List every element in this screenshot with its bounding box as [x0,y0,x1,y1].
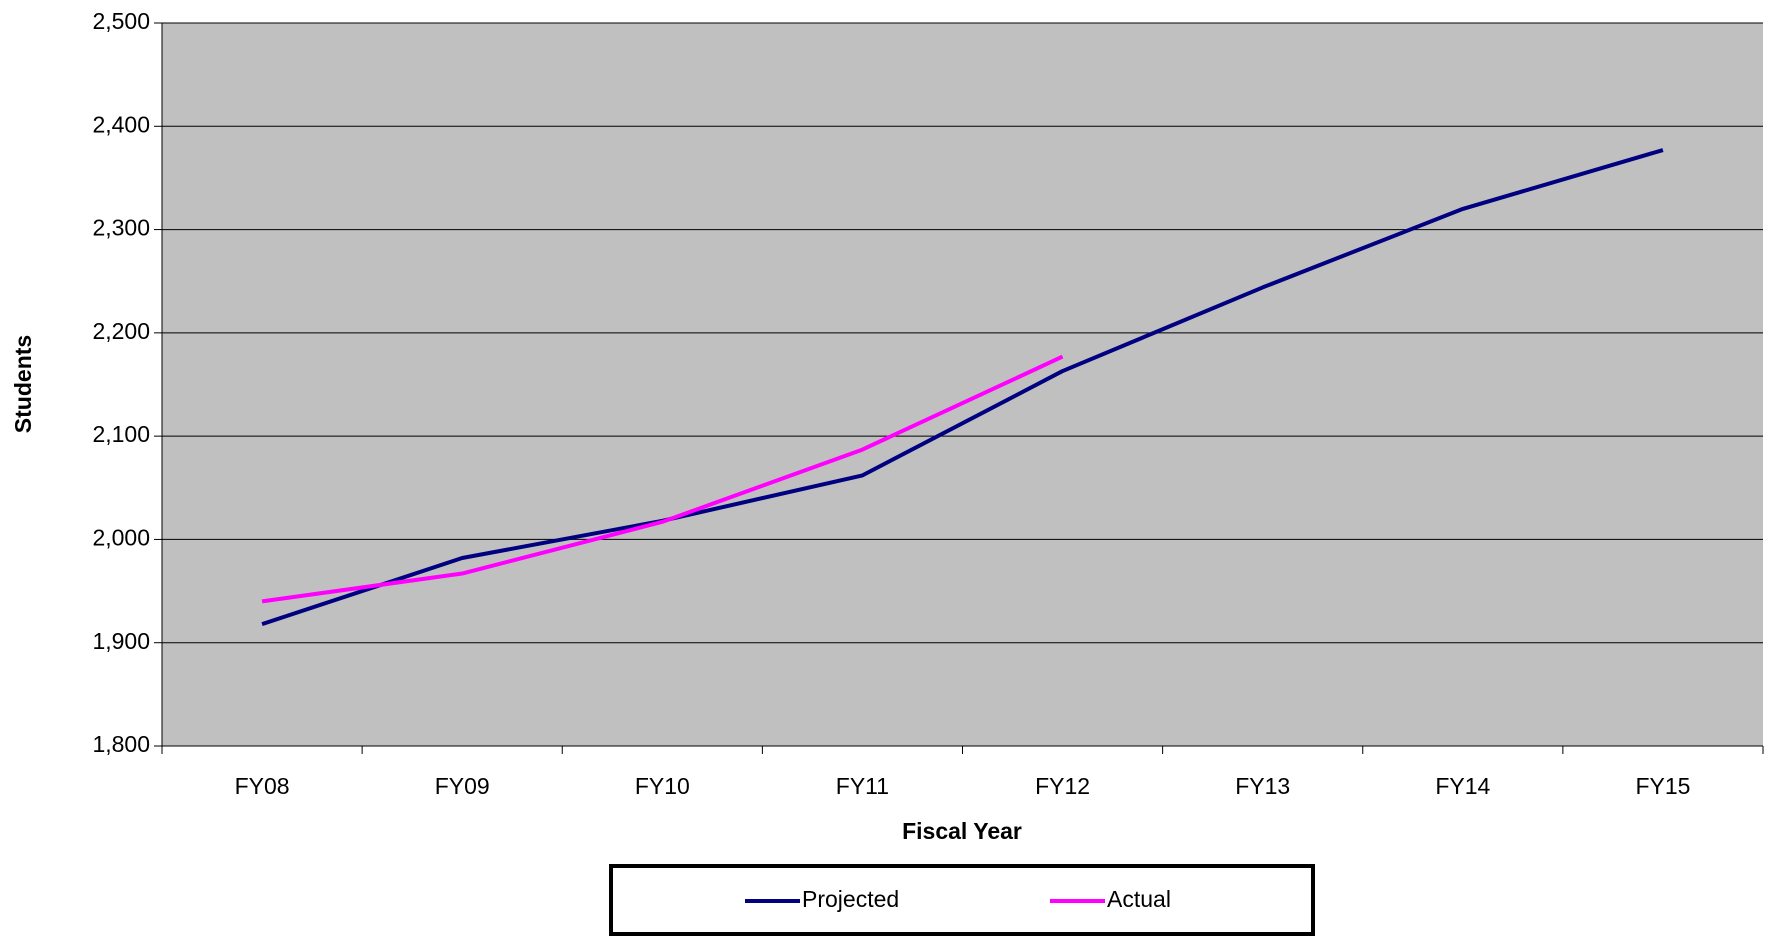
legend-label: Projected [802,886,899,912]
y-axis-label: Students [10,335,36,433]
x-tick-label: FY08 [235,773,290,799]
legend-label: Actual [1107,886,1171,912]
x-tick-label: FY14 [1435,773,1490,799]
y-tick-label: 2,000 [92,525,150,551]
plot-area [162,23,1763,746]
y-tick-label: 2,400 [92,111,150,137]
y-tick-label: 1,800 [92,731,150,757]
x-tick-label: FY10 [635,773,690,799]
x-tick-label: FY12 [1035,773,1090,799]
x-tick-label: FY09 [435,773,490,799]
series-line [261,354,1064,604]
y-tick-label: 1,900 [92,628,150,654]
x-axis-label: Fiscal Year [902,818,1022,844]
x-tick-label: FY11 [836,773,889,799]
x-tick-label: FY13 [1235,773,1290,799]
x-tick-label: FY15 [1635,773,1690,799]
y-tick-label: 2,300 [92,215,150,241]
legend-box [609,864,1315,936]
y-tick-label: 2,500 [92,8,150,34]
y-tick-label: 2,100 [92,421,150,447]
series-line [261,148,1664,627]
y-tick-label: 2,200 [92,318,150,344]
